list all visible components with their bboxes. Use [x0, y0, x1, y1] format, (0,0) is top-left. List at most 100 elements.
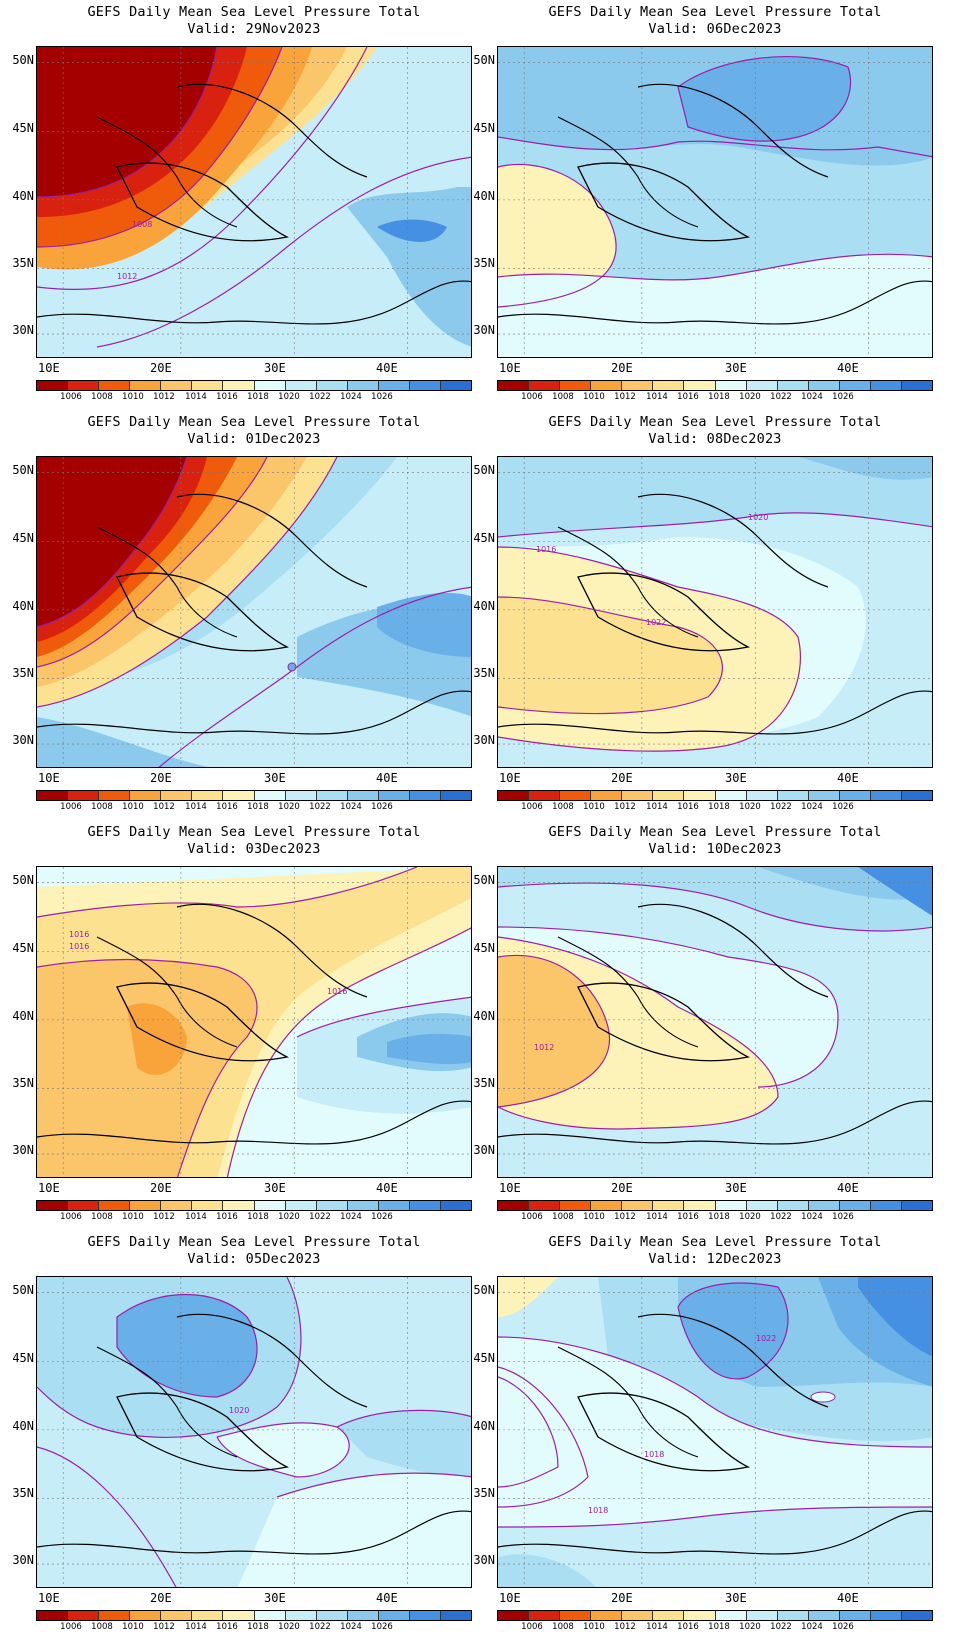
panel-title: GEFS Daily Mean Sea Level Pressure Total: [548, 824, 882, 840]
colorbar-swatch: [839, 1201, 871, 1210]
map-panel-06dec: GEFS Daily Mean Sea Level Pressure Total…: [461, 0, 933, 402]
panel-valid-date: Valid: 08Dec2023: [648, 431, 782, 447]
colorbar-swatch: [441, 1201, 472, 1210]
colorbar-label: 1016: [216, 802, 238, 812]
lon-label: 10E: [38, 361, 60, 375]
colorbar-label: 1014: [185, 392, 207, 402]
colorbar-swatch: [378, 1201, 410, 1210]
colorbar-swatch: [441, 381, 472, 390]
map-panel-10dec: GEFS Daily Mean Sea Level Pressure Total…: [461, 820, 933, 1222]
svg-text:1012: 1012: [117, 272, 137, 281]
colorbar-swatch: [498, 791, 530, 800]
lat-label: 35N: [12, 1076, 34, 1090]
colorbar-swatch: [254, 381, 286, 390]
colorbar: [497, 1610, 933, 1621]
colorbar-label: 1008: [91, 392, 113, 402]
colorbar-label: 1022: [309, 392, 331, 402]
panel-valid-date: Valid: 12Dec2023: [648, 1251, 782, 1267]
svg-text:1016: 1016: [69, 930, 89, 939]
colorbar-swatch: [746, 791, 778, 800]
colorbar-swatch: [254, 791, 286, 800]
colorbar-swatch: [347, 791, 379, 800]
colorbar-swatch: [902, 1611, 933, 1620]
panel-valid-date: Valid: 05Dec2023: [187, 1251, 321, 1267]
colorbar-label: 1026: [832, 1212, 854, 1222]
colorbar-swatch: [902, 1201, 933, 1210]
lon-label: 30E: [264, 1181, 286, 1195]
colorbar-label: 1012: [153, 1622, 175, 1632]
lat-label: 40N: [12, 1419, 34, 1433]
colorbar-swatch: [529, 791, 561, 800]
colorbar-swatch: [192, 791, 224, 800]
lat-label: 30N: [12, 1143, 34, 1157]
colorbar-label: 1026: [371, 802, 393, 812]
lat-label: 45N: [12, 941, 34, 955]
colorbar-swatch: [777, 791, 809, 800]
lat-label: 30N: [12, 323, 34, 337]
svg-text:1020: 1020: [748, 513, 768, 522]
colorbar-swatch: [808, 791, 840, 800]
colorbar-swatch: [409, 1201, 442, 1210]
lat-label: 30N: [473, 733, 495, 747]
colorbar-label: 1024: [340, 1622, 362, 1632]
colorbar-swatch: [746, 381, 778, 390]
colorbar-label: 1010: [583, 392, 605, 402]
colorbar-swatch: [99, 791, 131, 800]
lat-label: 35N: [12, 666, 34, 680]
colorbar-label: 1010: [583, 1622, 605, 1632]
colorbar-label: 1008: [552, 1212, 574, 1222]
colorbar-swatch: [715, 1201, 747, 1210]
colorbar-label: 1020: [739, 392, 761, 402]
colorbar-swatch: [99, 1201, 131, 1210]
colorbar-swatch: [560, 1201, 592, 1210]
panel-title: GEFS Daily Mean Sea Level Pressure Total: [548, 1234, 882, 1250]
colorbar-label: 1012: [614, 1212, 636, 1222]
colorbar-swatch: [192, 1611, 224, 1620]
colorbar-swatch: [839, 1611, 871, 1620]
colorbar-swatch: [591, 1201, 623, 1210]
colorbar-swatch: [192, 1201, 224, 1210]
lat-label: 40N: [12, 599, 34, 613]
colorbar-label: 1016: [216, 1622, 238, 1632]
colorbar-label: 1006: [521, 802, 543, 812]
svg-text:1018: 1018: [588, 1506, 608, 1515]
lat-label: 30N: [473, 1143, 495, 1157]
lon-label: 20E: [611, 1181, 633, 1195]
colorbar-swatch: [622, 381, 654, 390]
colorbar-swatch: [777, 1201, 809, 1210]
colorbar-swatch: [37, 1201, 69, 1210]
lon-label: 10E: [38, 1181, 60, 1195]
colorbar-swatch: [498, 1201, 530, 1210]
colorbar-swatch: [316, 381, 348, 390]
lat-label: 35N: [473, 1076, 495, 1090]
colorbar-swatch: [653, 1611, 685, 1620]
lon-label: 20E: [611, 1591, 633, 1605]
colorbar-swatch: [37, 381, 69, 390]
colorbar-label: 1008: [552, 802, 574, 812]
lat-label: 45N: [12, 121, 34, 135]
colorbar-label: 1026: [371, 1622, 393, 1632]
svg-text:1016: 1016: [327, 987, 347, 996]
colorbar-swatch: [223, 1611, 255, 1620]
lon-label: 40E: [376, 1591, 398, 1605]
colorbar-label: 1016: [677, 802, 699, 812]
colorbar-label: 1024: [340, 802, 362, 812]
colorbar-swatch: [130, 1201, 162, 1210]
pressure-map: 1022 1018 1018: [497, 1276, 933, 1588]
lon-label: 30E: [725, 1181, 747, 1195]
svg-text:1008: 1008: [132, 220, 152, 229]
colorbar-label: 1016: [216, 392, 238, 402]
lat-label: 35N: [12, 256, 34, 270]
colorbar-swatch: [409, 791, 442, 800]
colorbar-swatch: [902, 381, 933, 390]
svg-text:1022: 1022: [756, 1334, 776, 1343]
lat-label: 50N: [12, 1283, 34, 1297]
colorbar-swatch: [808, 381, 840, 390]
colorbar-label: 1018: [708, 1622, 730, 1632]
colorbar-swatch: [68, 381, 100, 390]
colorbar-label: 1016: [677, 1622, 699, 1632]
lat-label: 50N: [473, 53, 495, 67]
colorbar-label: 1024: [801, 802, 823, 812]
colorbar: [497, 790, 933, 801]
lat-label: 45N: [473, 531, 495, 545]
